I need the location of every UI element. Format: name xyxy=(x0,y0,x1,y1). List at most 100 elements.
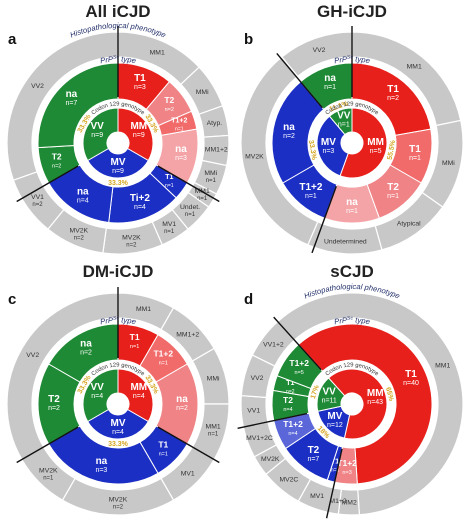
panel-d-phenotype-label: VV1 xyxy=(247,408,260,415)
panel-d-prpsc-label: T1 xyxy=(286,380,294,387)
panel-a-prpsc-label-n: n=2 xyxy=(165,107,174,113)
panel-a-phenotype-label: MMi xyxy=(196,89,209,96)
panel-c-phenotype-n: n=1 xyxy=(43,476,54,482)
panel-d-prpsc-label-n: n=5 xyxy=(295,370,304,376)
panel-b-phenotype-label: MMi xyxy=(442,160,455,167)
panel-c-genotype-label-n: n=4 xyxy=(133,393,145,400)
panel-c-prpsc-label: T1+2 xyxy=(153,349,173,359)
panel-b-title: GH-iCJD xyxy=(317,2,387,21)
panel-c-genotype-percent: 33.3% xyxy=(108,441,129,448)
panel-a-genotype-label: VV xyxy=(91,121,105,132)
panel-a-phenotype-label: MMi xyxy=(204,170,217,177)
panel-a-rings: MM1MMiAtyp.MM1+2MMin=1MM1n=1Undet.n=1MV1… xyxy=(6,26,230,255)
panel-a-prpsc-label: T1+2 xyxy=(171,118,187,125)
panel-a-phenotype-label: VV2 xyxy=(31,83,44,90)
panel-d-genotype-percent: 17% xyxy=(310,384,321,400)
panel-d-phenotype-label: VV1+2 xyxy=(263,342,284,349)
panel-a-phenotype-n: n=1 xyxy=(206,178,217,184)
panel-a-phenotype-n: n=2 xyxy=(74,235,85,241)
panel-b-prpsc-label: na xyxy=(324,73,336,84)
panel-d-letter: d xyxy=(244,291,253,308)
panel-c: DM-iCJD c MM1MM1+2MMiMM1n=1MV1MV2Kn=2MV2… xyxy=(6,262,230,516)
panel-a-prp-title: PrPSc type xyxy=(99,54,136,65)
panel-c-prpsc-label-n: n=1 xyxy=(130,344,139,350)
panel-a-phenotype-n: n=1 xyxy=(197,196,208,202)
panel-a-prpsc-label-n: n=1 xyxy=(175,127,184,133)
panel-b-genotype-label: MV xyxy=(321,137,336,148)
panel-c-phenotype-n: n=1 xyxy=(208,432,219,438)
panel-a-genotype-percent: 33.3% xyxy=(108,180,129,187)
panel-b-genotype-label: MM xyxy=(367,137,384,148)
panel-d-prpsc-label: T2 xyxy=(308,445,320,456)
panel-a-letter: a xyxy=(8,31,17,48)
panel-c-phenotype-label: MV2K xyxy=(109,497,128,504)
panel-d-prpsc-label: T1+2 xyxy=(283,419,303,429)
panel-c-prpsc-label: T1 xyxy=(158,439,168,449)
panel-c-genotype-divider xyxy=(157,426,220,464)
panel-a-genotype-divider xyxy=(157,165,220,203)
panel-d-prpsc-label: T1+2 xyxy=(289,358,309,368)
panel-d-prpsc-label-n: n=4 xyxy=(288,431,297,437)
panel-a-genotype-label-n: n=9 xyxy=(91,132,103,139)
panel-b-prp-tail: type xyxy=(353,55,371,66)
panel-c-prpsc-label: T1 xyxy=(130,332,140,342)
panel-d-prpsc-label-n: n=4 xyxy=(283,407,292,413)
panel-d-prp-tail: type xyxy=(353,316,371,327)
panel-c-prpsc-label-n: n=2 xyxy=(48,405,60,412)
panel-d-phenotype-label: MV2K xyxy=(261,456,280,463)
panel-c-genotype-label-n: n=4 xyxy=(91,393,103,400)
panel-a-genotype-divider xyxy=(16,165,79,203)
panel-d-phenotype-segment xyxy=(276,292,464,516)
panel-a-prpsc-label-n: n=4 xyxy=(134,204,146,211)
panel-c-genotype-label: MV xyxy=(111,418,126,429)
panel-d-phenotype-label: MV2C xyxy=(279,477,298,484)
panel-a-phenotype-label: Atyp. xyxy=(207,120,223,127)
panel-d-phenotype-label: MV1 xyxy=(310,493,324,500)
panel-d-prpsc-label-n: n=40 xyxy=(403,380,419,387)
panel-a-title: All iCJD xyxy=(85,2,150,21)
panel-c-phenotype-label: MM1 xyxy=(206,424,221,431)
panel-c-genotype-segment xyxy=(82,368,119,423)
panel-c-phenotype-label: MMi xyxy=(207,376,220,383)
panel-b-prpsc-label-n: n=1 xyxy=(324,84,336,91)
panel-b-phenotype-label: MV2K xyxy=(245,153,264,160)
panel-c-genotype-label: VV xyxy=(91,382,105,393)
panel-b-prpsc-label-n: n=1 xyxy=(305,193,317,200)
panel-a-phenotype-n: n=2 xyxy=(32,202,43,208)
panel-c-prp-title-path: PrPSc type xyxy=(99,315,136,326)
panel-a-prpsc-label: na xyxy=(66,89,78,100)
panel-a-phenotype-n: n=1 xyxy=(185,212,196,218)
panel-b-prp-sup: Sc xyxy=(347,54,354,60)
panel-a-prpsc-label-n: n=3 xyxy=(134,84,146,91)
panel-b-genotype-label-n: n=3 xyxy=(322,148,334,155)
panel-b-prp-title-path: PrPSc type xyxy=(333,54,370,65)
panel-b-phenotype-label: Undetermined xyxy=(324,238,367,245)
panel-c-letter: c xyxy=(8,291,16,308)
panel-d-genotype-percent: 65% xyxy=(384,387,395,403)
panel-c-prpsc-label: na xyxy=(176,394,188,405)
panel-a: All iCJD a MM1MMiAtyp.MM1+2MMin=1MM1n=1U… xyxy=(6,2,230,255)
panel-b-prpsc-label: T2 xyxy=(387,182,399,193)
panel-b-prpsc-label-n: n=1 xyxy=(387,193,399,200)
panel-d-phenotype-label: MM1+2 xyxy=(324,498,347,505)
panel-c-prpsc-label: na xyxy=(96,456,108,467)
panel-b-genotype-divider xyxy=(311,185,337,254)
panel-c-prp-title: PrPSc type xyxy=(99,315,136,326)
panel-c-prpsc-label-n: n=1 xyxy=(159,451,168,457)
panel-b-genotype-label: VV xyxy=(337,110,351,121)
panel-c-prpsc-label-n: n=2 xyxy=(176,405,188,412)
panel-b-prp-base: PrP xyxy=(333,55,348,66)
panel-b-prpsc-label-n: n=1 xyxy=(346,208,358,215)
panel-b-genotype-label-n: n=5 xyxy=(370,148,382,155)
panel-d-center xyxy=(341,393,363,415)
panel-d-phenotype-label: MM2 xyxy=(342,500,357,507)
panel-d-title: sCJD xyxy=(330,262,373,281)
panel-a-prpsc-label: Ti+2 xyxy=(130,193,151,204)
panel-a-genotype-label-n: n=9 xyxy=(112,168,124,175)
panel-d-prp-sup: Sc xyxy=(347,315,354,321)
panel-d-prpsc-label: T2 xyxy=(283,395,293,405)
panel-a-prpsc-label-n: n=7 xyxy=(65,100,77,107)
panel-c-genotype-label: MM xyxy=(130,382,147,393)
panel-d-genotype-label: VV xyxy=(323,387,337,398)
